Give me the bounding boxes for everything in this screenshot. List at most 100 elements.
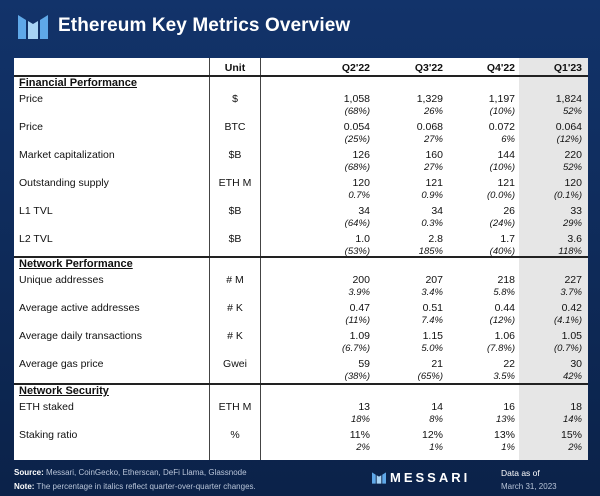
row-change: (68%) xyxy=(344,106,370,117)
row-change: 118% xyxy=(558,246,582,257)
metrics-table: Unit Q2'22 Q3'22 Q4'22 Q1'23 Financial Perfor… xyxy=(14,58,588,460)
row-change: 8% xyxy=(429,414,443,425)
row-label: Average active addresses xyxy=(19,302,140,314)
row-value: 1.09 xyxy=(349,330,370,342)
column-header-q3: Q4'22 xyxy=(486,62,515,74)
divider-label-unit xyxy=(209,58,210,460)
row-value: 0.064 xyxy=(555,121,582,133)
row-value: 1.0 xyxy=(355,233,370,245)
column-header-q4: Q1'23 xyxy=(553,62,582,74)
row-change: 52% xyxy=(562,162,582,173)
row-value: 26 xyxy=(503,205,515,217)
row-change: 3.4% xyxy=(421,287,443,298)
row-change: (64%) xyxy=(344,218,370,229)
row-unit: # K xyxy=(227,330,243,342)
row-value: 12% xyxy=(421,429,443,441)
section-title-security: Network Security xyxy=(19,385,109,397)
row-value: 33 xyxy=(570,205,582,217)
row-change: (68%) xyxy=(344,162,370,173)
row-value: 1,824 xyxy=(555,93,582,105)
row-value: 16 xyxy=(503,401,515,413)
row-unit: ETH M xyxy=(218,177,252,189)
row-change: 27% xyxy=(423,134,443,145)
source-text: Messari, CoinGecko, Etherscan, DeFi Llam… xyxy=(46,468,247,477)
row-value: 3.6 xyxy=(567,233,582,245)
row-label: Price xyxy=(19,121,43,133)
row-unit: # M xyxy=(226,274,244,286)
row-value: 21 xyxy=(431,358,443,370)
row-change: 14% xyxy=(562,414,582,425)
data-date: March 31, 2023 xyxy=(501,482,557,491)
row-change: (11%) xyxy=(345,315,370,326)
row-change: 3.7% xyxy=(560,287,582,298)
row-label: Staking ratio xyxy=(19,429,78,441)
source-line: Source: Messari, CoinGecko, Etherscan, D… xyxy=(14,468,247,477)
row-change: 3.9% xyxy=(348,287,370,298)
row-value: 1,329 xyxy=(416,93,443,105)
row-value: 126 xyxy=(352,149,370,161)
row-value: 1.05 xyxy=(561,330,582,342)
row-value: 18 xyxy=(570,401,582,413)
note-text: The percentage in italics reflect quarte… xyxy=(36,482,256,491)
data-as-of: Data as of xyxy=(501,468,540,478)
row-change: 3.5% xyxy=(493,371,515,382)
section-divider xyxy=(14,256,588,258)
row-value: 160 xyxy=(425,149,443,161)
row-unit: Gwei xyxy=(223,358,247,370)
row-unit: $B xyxy=(228,233,242,245)
row-label: ETH staked xyxy=(19,401,74,413)
row-change: 27% xyxy=(423,162,443,173)
row-change: 13% xyxy=(495,414,515,425)
row-change: 18% xyxy=(350,414,370,425)
divider-unit-data xyxy=(260,58,261,460)
source-label: Source: xyxy=(14,468,44,477)
row-change: 1% xyxy=(429,442,443,453)
q1-column-shade xyxy=(519,58,588,460)
row-value: 144 xyxy=(497,149,515,161)
row-change: (12%) xyxy=(489,315,515,326)
row-value: 0.072 xyxy=(488,121,515,133)
row-value: 59 xyxy=(358,358,370,370)
messari-footer-logo-icon xyxy=(372,471,386,484)
row-change: 0.3% xyxy=(421,218,443,229)
row-change: (0.0%) xyxy=(487,190,515,201)
row-value: 2.8 xyxy=(428,233,443,245)
row-value: 200 xyxy=(352,274,370,286)
row-value: 1,197 xyxy=(488,93,515,105)
row-value: 0.068 xyxy=(416,121,443,133)
row-unit: BTC xyxy=(224,121,246,133)
row-change: (25%) xyxy=(344,134,370,145)
row-change: 1% xyxy=(501,442,515,453)
column-header-q2: Q3'22 xyxy=(414,62,443,74)
row-change: 7.4% xyxy=(421,315,443,326)
section-title-network: Network Performance xyxy=(19,258,133,270)
row-change: (10%) xyxy=(489,106,515,117)
header-divider xyxy=(14,75,588,77)
row-change: 5.8% xyxy=(493,287,515,298)
row-change: 0.9% xyxy=(421,190,443,201)
row-value: 15% xyxy=(560,429,582,441)
row-value: 0.44 xyxy=(494,302,515,314)
row-change: 2% xyxy=(568,442,582,453)
row-label: Unique addresses xyxy=(19,274,104,286)
row-value: 13% xyxy=(493,429,515,441)
row-value: 11% xyxy=(349,429,370,441)
row-unit: ETH M xyxy=(218,401,252,413)
row-value: 34 xyxy=(431,205,443,217)
row-change: 6% xyxy=(501,134,515,145)
row-unit: # K xyxy=(227,302,243,314)
section-title-financial: Financial Performance xyxy=(19,77,137,89)
row-label: Outstanding supply xyxy=(19,177,109,189)
note-label: Note: xyxy=(14,482,35,491)
row-value: 1.15 xyxy=(422,330,443,342)
row-change: (24%) xyxy=(489,218,515,229)
row-change: 2% xyxy=(356,442,370,453)
column-header-q1: Q2'22 xyxy=(341,62,370,74)
note-line: Note: The percentage in italics reflect … xyxy=(14,482,256,491)
row-value: 218 xyxy=(497,274,515,286)
row-value: 207 xyxy=(425,274,443,286)
messari-logo-icon xyxy=(18,15,48,39)
row-label: L2 TVL xyxy=(19,233,53,245)
header: Ethereum Key Metrics Overview xyxy=(0,0,600,56)
column-header-unit: Unit xyxy=(224,62,246,74)
